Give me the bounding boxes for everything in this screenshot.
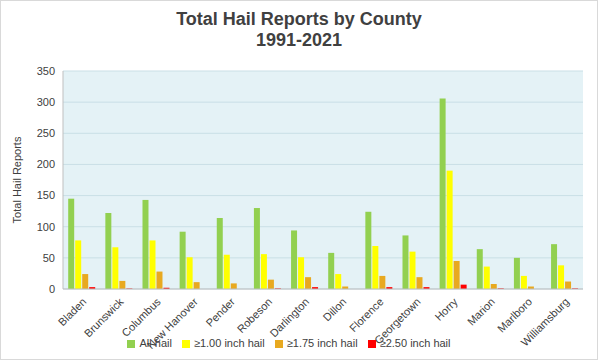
svg-text:Pender: Pender [204, 295, 238, 329]
svg-text:150: 150 [37, 189, 55, 201]
svg-text:Brunswick: Brunswick [82, 295, 126, 339]
svg-text:50: 50 [43, 252, 55, 264]
svg-text:Bladen: Bladen [56, 295, 89, 328]
svg-text:Darlington: Darlington [267, 295, 311, 339]
svg-text:350: 350 [37, 65, 55, 77]
svg-text:Horry: Horry [432, 295, 460, 323]
svg-text:300: 300 [37, 96, 55, 108]
svg-text:Georgetown: Georgetown [372, 295, 423, 346]
svg-text:Williamsburg: Williamsburg [518, 295, 571, 348]
svg-text:250: 250 [37, 127, 55, 139]
svg-text:200: 200 [37, 158, 55, 170]
svg-text:Florence: Florence [347, 295, 386, 334]
svg-text:Marion: Marion [465, 295, 497, 327]
svg-text:Dillon: Dillon [321, 295, 349, 323]
svg-text:100: 100 [37, 221, 55, 233]
svg-text:New Hanover: New Hanover [144, 295, 200, 351]
svg-text:0: 0 [49, 283, 55, 295]
svg-text:Total Hail Reports: Total Hail Reports [11, 136, 23, 223]
